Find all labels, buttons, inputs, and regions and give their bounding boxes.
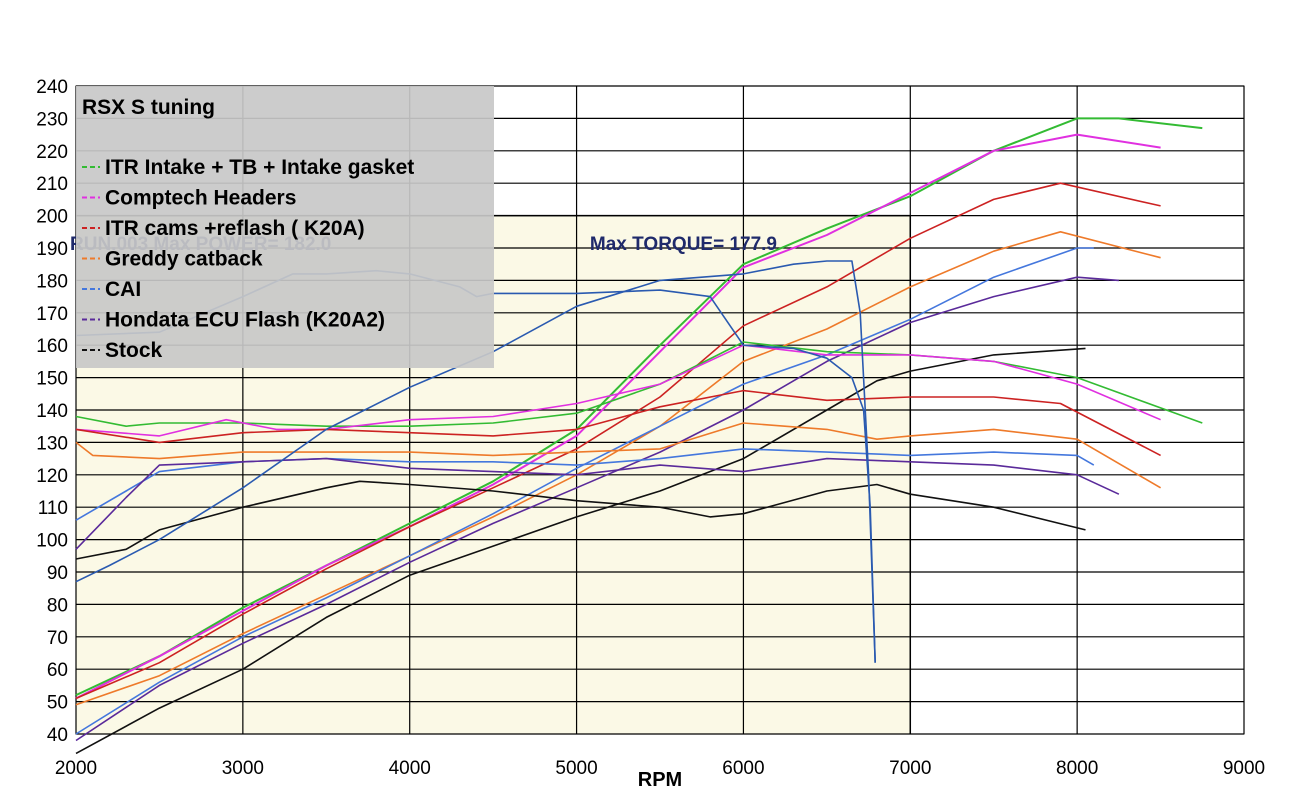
legend-entries: ITR Intake + TB + Intake gasket Comptech … <box>82 156 414 362</box>
series-line <box>75 117 1203 697</box>
annotation-text: Max TORQUE= 177.9 <box>590 234 777 255</box>
series-line <box>75 389 1161 457</box>
x-tick-label: 7000 <box>889 758 931 779</box>
y-tick-label: 170 <box>36 304 68 325</box>
x-tick-label: 9000 <box>1223 758 1265 779</box>
x-tick-label: 2000 <box>55 758 97 779</box>
y-tick-label: 60 <box>47 660 68 681</box>
y-tick-label: 190 <box>36 239 68 260</box>
y-tick-label: 100 <box>36 531 68 552</box>
y-tick-label: 210 <box>36 174 68 195</box>
series-line <box>75 448 1095 521</box>
series-line <box>75 344 1161 437</box>
y-tick-label: 50 <box>47 693 68 714</box>
legend-entry-label: Hondata ECU Flash (K20A2) <box>105 309 385 332</box>
y-tick-label: 180 <box>36 271 68 292</box>
y-tick-label: 130 <box>36 433 68 454</box>
legend-entry-label: Comptech Headers <box>105 187 296 210</box>
y-tick-label: 230 <box>36 109 68 130</box>
legend-title: RSX S tuning <box>82 96 215 119</box>
x-tick-label: 4000 <box>389 758 431 779</box>
y-tick-label: 80 <box>47 595 68 616</box>
legend-entry-label: ITR cams +reflash ( K20A) <box>105 217 365 240</box>
x-axis-label: RPM <box>638 769 682 791</box>
series-line <box>75 260 876 663</box>
series-line <box>75 422 1162 489</box>
x-tick-label: 3000 <box>222 758 264 779</box>
legend: RSX S tuning ITR Intake + TB + Intake ga… <box>76 86 494 368</box>
series-line <box>75 182 1161 700</box>
series-layer <box>75 117 1203 755</box>
legend-entry-label: ITR Intake + TB + Intake gasket <box>105 156 414 179</box>
legend-entry-label: Stock <box>105 339 163 362</box>
y-tick-labels: 40 50 60 70 80 90 100 110 120 130 140 150 160 170 180 1… <box>36 77 68 746</box>
x-tick-label: 6000 <box>722 758 764 779</box>
y-tick-label: 120 <box>36 466 68 487</box>
y-tick-label: 220 <box>36 142 68 163</box>
y-tick-label: 110 <box>38 498 68 519</box>
series-line <box>75 480 1086 560</box>
y-tick-label: 240 <box>36 77 68 98</box>
y-tick-label: 70 <box>47 628 68 649</box>
y-tick-label: 40 <box>47 725 68 746</box>
x-tick-label: 5000 <box>555 758 597 779</box>
y-tick-label: 140 <box>36 401 68 422</box>
legend-entry-label: Greddy catback <box>105 248 263 271</box>
series-line <box>75 457 1120 550</box>
series-line <box>75 247 1094 735</box>
y-tick-label: 160 <box>36 336 68 357</box>
y-tick-label: 150 <box>36 369 68 390</box>
x-tick-labels: 2000 3000 4000 5000 6000 7000 8000 9000 <box>55 758 1265 779</box>
x-tick-label: 8000 <box>1056 758 1098 779</box>
legend-entry-label: CAI <box>105 278 141 301</box>
legend-box <box>76 86 494 368</box>
y-tick-label: 90 <box>47 563 68 584</box>
y-tick-label: 200 <box>36 207 68 228</box>
